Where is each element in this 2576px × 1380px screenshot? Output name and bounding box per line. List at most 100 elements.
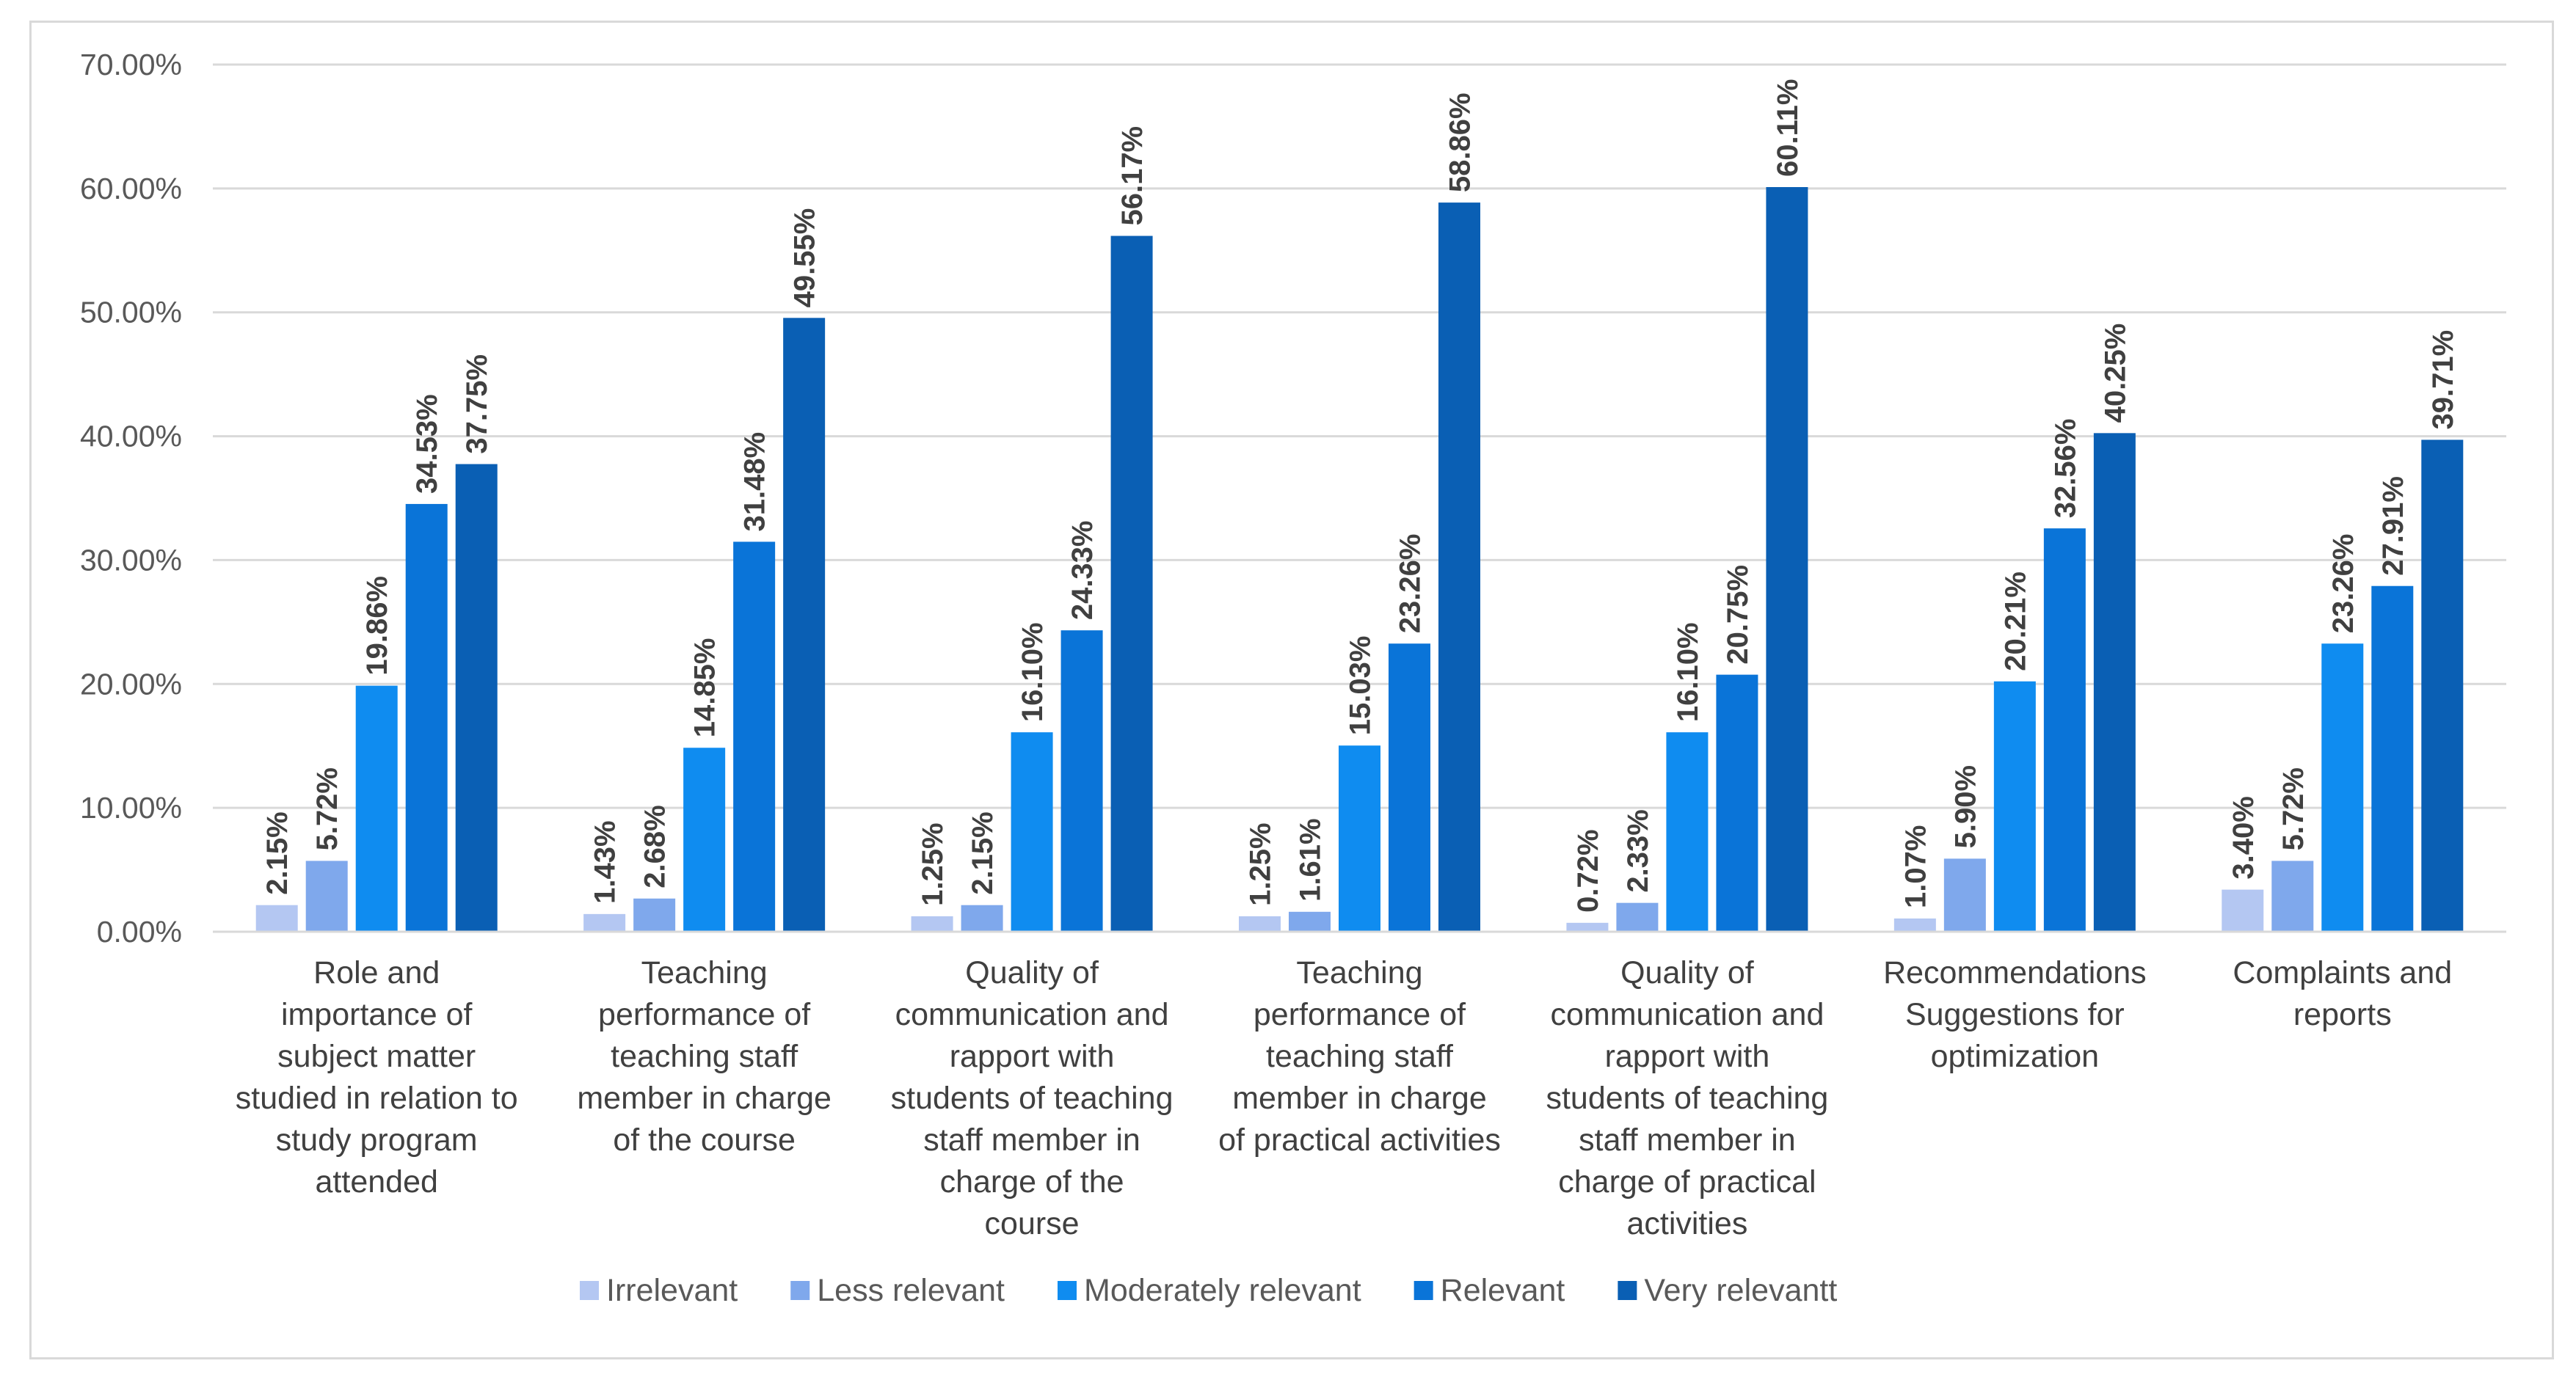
data-label: 1.07%: [1899, 825, 1932, 908]
data-label: 2.15%: [261, 811, 294, 894]
data-label: 1.25%: [1245, 822, 1277, 905]
bar: [2093, 433, 2136, 932]
bar: [405, 503, 448, 932]
category-labels: Role and importance of subject matter studi…: [236, 955, 2452, 1241]
data-label: 2.68%: [639, 805, 672, 888]
legend-label: Very relevantt: [1644, 1273, 1837, 1308]
data-label: 23.26%: [1394, 534, 1427, 634]
y-tick-label: 40.00%: [80, 420, 182, 453]
data-labels: 2.15% 5.72% 19.86% 34.53% 37.75% 1.43% 2.68% 14…: [261, 79, 2459, 913]
bar: [2321, 643, 2364, 932]
bar: [1339, 745, 1380, 932]
y-tick-label: 60.00%: [80, 172, 182, 205]
legend-swatch: [790, 1281, 810, 1300]
data-label: 37.75%: [461, 354, 493, 454]
data-label: 60.11%: [1772, 79, 1804, 177]
data-label: 16.10%: [1016, 622, 1049, 722]
y-axis-ticks: 0.00% 10.00% 20.00% 30.00% 40.00% 50.00% 60.00…: [80, 48, 182, 949]
bar: [783, 318, 826, 932]
legend-swatch: [1413, 1281, 1433, 1300]
bar: [2421, 439, 2464, 932]
data-label: 20.75%: [1722, 565, 1754, 665]
category-label: Teaching performance of teaching staff memb…: [1218, 955, 1501, 1158]
bar: [1239, 916, 1281, 932]
legend-swatch: [1058, 1281, 1077, 1300]
bar: [1060, 630, 1103, 932]
y-tick-label: 0.00%: [97, 915, 182, 949]
bar: [583, 913, 626, 932]
legend-item: Very relevantt: [1618, 1273, 1837, 1308]
legend-swatch: [580, 1281, 599, 1300]
data-label: 58.86%: [1444, 92, 1477, 192]
legend-label: Moderately relevant: [1084, 1273, 1361, 1308]
bar: [1616, 902, 1659, 932]
legend: Irrelevant Less relevant Moderately releva…: [580, 1273, 1837, 1308]
data-label: 40.25%: [2099, 324, 2131, 423]
bars: [255, 186, 2464, 932]
data-label: 27.91%: [2377, 476, 2409, 576]
bar: [633, 898, 676, 932]
data-label: 5.90%: [1949, 765, 1982, 848]
bar: [1716, 674, 1758, 932]
bar: [1566, 922, 1609, 932]
bar: [683, 748, 726, 932]
data-label: 1.25%: [917, 822, 949, 905]
data-label: 2.15%: [967, 811, 999, 894]
bar: [1110, 236, 1153, 932]
bar: [1766, 186, 1808, 932]
legend-label: Relevant: [1441, 1273, 1565, 1308]
y-tick-label: 70.00%: [80, 48, 182, 81]
y-tick-label: 20.00%: [80, 667, 182, 701]
data-label: 1.43%: [589, 820, 622, 903]
data-label: 5.72%: [311, 767, 343, 850]
bar: [2222, 889, 2264, 932]
bar: [455, 464, 498, 932]
legend-label: Irrelevant: [606, 1273, 738, 1308]
data-label: 20.21%: [1999, 572, 2031, 671]
bar: [305, 861, 348, 932]
bar: [1011, 732, 1053, 932]
data-label: 3.40%: [2227, 796, 2260, 879]
y-tick-label: 30.00%: [80, 543, 182, 577]
data-label: 16.10%: [1672, 622, 1704, 722]
category-label: Complaints and reports: [2233, 955, 2452, 1032]
bar: [1993, 681, 2036, 932]
data-label: 19.86%: [361, 576, 393, 676]
category-label: Teaching performance of teaching staff memb…: [577, 955, 832, 1158]
data-label: 14.85%: [689, 638, 721, 738]
bar: [355, 685, 398, 932]
data-label: 56.17%: [1116, 126, 1149, 226]
bar: [1389, 643, 1430, 932]
bar: [1943, 858, 1986, 932]
bar: [2271, 861, 2314, 932]
category-label: Quality of communication and rapport with s…: [1546, 955, 1828, 1241]
category-label: Quality of communication and rapport with s…: [891, 955, 1174, 1241]
bar: [911, 916, 953, 932]
data-label: 49.55%: [789, 208, 821, 308]
bar: [1893, 918, 1936, 932]
data-label: 1.61%: [1295, 818, 1327, 901]
bar: [255, 905, 298, 932]
y-tick-label: 50.00%: [80, 296, 182, 329]
legend-swatch: [1618, 1281, 1637, 1300]
category-label: Role and importance of subject matter studi…: [236, 955, 518, 1200]
y-tick-label: 10.00%: [80, 791, 182, 825]
data-label: 23.26%: [2327, 534, 2359, 634]
bar: [1666, 732, 1709, 932]
data-label: 24.33%: [1066, 520, 1099, 620]
data-label: 39.71%: [2427, 330, 2459, 430]
category-label: Recommendations Suggestions for optimizati…: [1883, 955, 2147, 1074]
legend-item: Relevant: [1413, 1273, 1565, 1308]
data-label: 2.33%: [1622, 809, 1654, 892]
legend-item: Irrelevant: [580, 1273, 738, 1308]
bar: [961, 905, 1003, 932]
bar: [2371, 585, 2414, 932]
bar: [733, 541, 776, 932]
bar: [1289, 911, 1331, 932]
data-label: 32.56%: [2049, 419, 2081, 519]
legend-label: Less relevant: [817, 1273, 1005, 1308]
data-label: 31.48%: [739, 432, 771, 532]
data-label: 34.53%: [411, 394, 443, 494]
data-label: 5.72%: [2277, 767, 2310, 850]
